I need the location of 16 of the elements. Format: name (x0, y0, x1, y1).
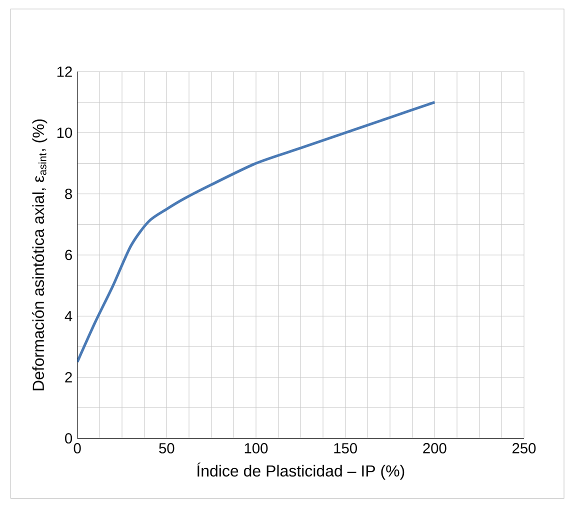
x-tick-label: 0 (74, 443, 81, 454)
y-tick-label: 10 (57, 128, 72, 138)
x-tick-label: 200 (423, 443, 446, 454)
x-tick-label: 150 (334, 443, 357, 454)
y-tick-label: 0 (65, 433, 72, 444)
y-tick-label: 2 (65, 372, 72, 382)
x-tick-label: 100 (244, 443, 268, 454)
y-tick-label: 6 (65, 250, 72, 260)
y-axis-title: Deformación asintótica axial, ε$_{asint}$, (%) (32, 119, 48, 390)
y-tick-label: 12 (57, 66, 72, 77)
x-tick-label: 250 (512, 443, 536, 454)
line-series (77, 100, 436, 364)
y-tick-label: 8 (65, 188, 72, 200)
x-axis-title: Índice de Plasticidad – IP (%) (197, 462, 404, 480)
y-tick-label: 4 (64, 311, 72, 322)
x-tick-label: 50 (159, 443, 174, 454)
